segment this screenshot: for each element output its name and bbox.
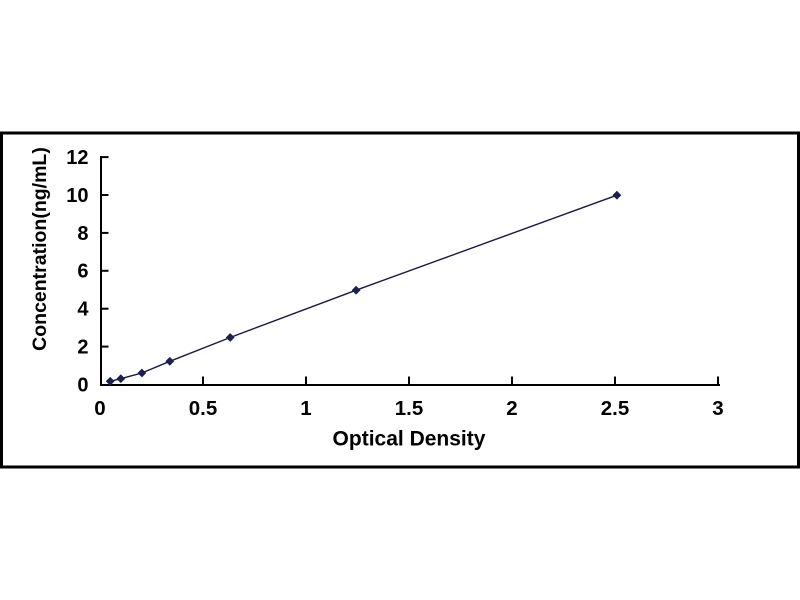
- svg-text:4: 4: [77, 299, 89, 321]
- svg-text:0.5: 0.5: [189, 397, 218, 420]
- svg-text:3: 3: [712, 397, 723, 420]
- svg-text:2.5: 2.5: [601, 397, 630, 420]
- svg-text:12: 12: [66, 147, 88, 169]
- svg-text:2: 2: [77, 337, 88, 359]
- svg-text:8: 8: [77, 223, 88, 245]
- svg-text:10: 10: [66, 185, 88, 207]
- svg-text:Concentration(ng/mL): Concentration(ng/mL): [29, 147, 51, 351]
- svg-text:1.5: 1.5: [395, 397, 424, 420]
- svg-text:0: 0: [77, 374, 88, 396]
- svg-text:Optical Density: Optical Density: [333, 428, 486, 451]
- svg-text:6: 6: [77, 261, 88, 283]
- svg-text:0: 0: [94, 397, 105, 420]
- svg-text:2: 2: [506, 397, 517, 420]
- svg-text:1: 1: [300, 397, 311, 420]
